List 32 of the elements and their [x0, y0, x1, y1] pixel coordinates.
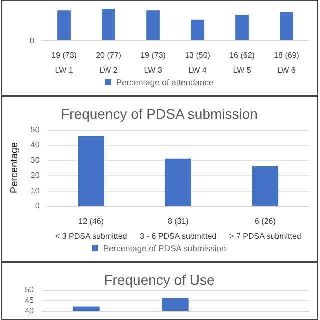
- x-tick-label: 13 (50) LW 4: [185, 51, 211, 75]
- legend-label: Percentage of PDSA submission: [103, 244, 226, 254]
- y-axis-title: Percentage: [10, 142, 20, 194]
- bar: [102, 9, 116, 40]
- y-tick-label: 40: [30, 140, 40, 150]
- x-tick-label: 6 (26) > 7 PDSA submitted: [230, 217, 302, 241]
- y-tick-label: 30: [30, 156, 40, 165]
- legend-label: Percentage of attendance: [116, 78, 214, 88]
- x-tick-label: 18 (69) LW 6: [274, 51, 300, 75]
- bar: [58, 10, 71, 40]
- x-tick-label: 16 (62) LW 5: [230, 51, 256, 75]
- y-tick-label: 45: [25, 296, 35, 305]
- bar: [165, 158, 192, 206]
- y-tick-label: 40: [25, 306, 35, 316]
- chart-title: Frequency of PDSA submission: [61, 106, 258, 122]
- x-tick-label: 19 (73) LW 3: [140, 51, 166, 75]
- bar: [236, 15, 249, 40]
- bar: [252, 166, 279, 206]
- chart-title: Frequency of Use: [104, 272, 215, 288]
- y-tick-label: 50: [25, 286, 35, 294]
- x-tick-label: 8 (31) 3 - 6 PDSA submitted: [140, 217, 217, 241]
- bar: [280, 12, 294, 40]
- x-tick-label: 12 (46) < 3 PDSA submitted: [55, 217, 128, 241]
- x-tick-label: 20 (77) LW 2: [96, 51, 122, 75]
- bar: [146, 10, 160, 40]
- y-tick-label: 50: [30, 126, 40, 134]
- y-tick-label: 20: [30, 171, 40, 180]
- bar: [78, 136, 104, 206]
- x-tick-label: 19 (73) LW 1: [52, 51, 78, 75]
- y-tick-label: 10: [30, 186, 40, 196]
- y-tick-label: 0: [35, 202, 40, 210]
- bar: [191, 20, 204, 40]
